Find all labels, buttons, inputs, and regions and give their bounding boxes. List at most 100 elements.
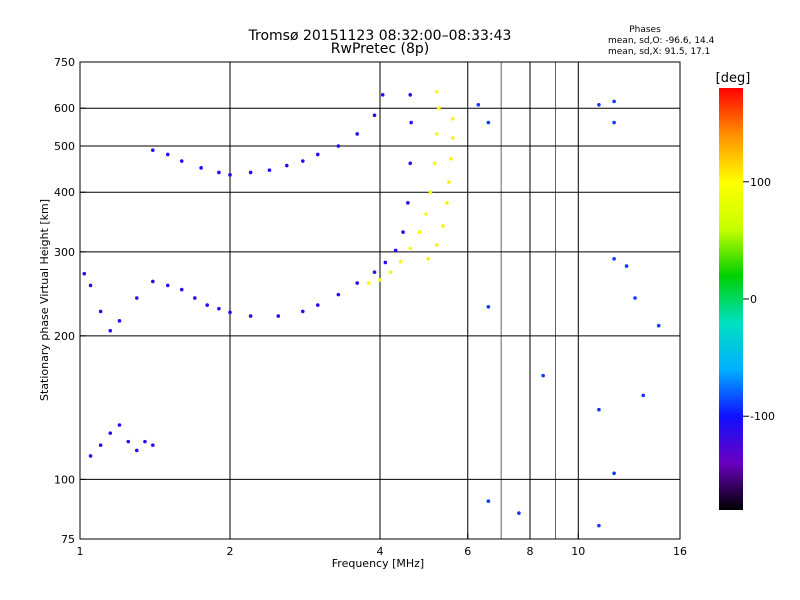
data-point: [336, 144, 341, 148]
data-point: [143, 439, 147, 444]
y-tick-label: 400: [54, 186, 75, 199]
data-point: [447, 180, 451, 184]
data-point: [126, 439, 131, 444]
data-point: [82, 271, 87, 276]
data-point: [165, 152, 170, 157]
data-point: [517, 511, 521, 515]
data-point: [284, 163, 289, 168]
data-point: [612, 471, 616, 476]
data-point: [98, 309, 103, 314]
data-point: [406, 201, 410, 205]
data-point: [597, 103, 601, 107]
y-tick-label: 300: [54, 246, 75, 259]
data-point: [151, 148, 155, 152]
data-point: [151, 279, 155, 284]
y-tick-label: 200: [54, 330, 75, 343]
data-point: [449, 157, 453, 161]
axis-ticks: 1 2 4 6 8 10 16 75 100 200 300 400 500 600 750: [54, 56, 687, 558]
data-point: [301, 309, 305, 314]
data-point: [656, 323, 661, 328]
data-point: [88, 454, 93, 458]
data-point: [117, 423, 122, 427]
data-point: [408, 161, 413, 166]
data-point: [336, 292, 341, 297]
x-axis-label: Frequency [MHz]: [332, 557, 424, 570]
x-tick-label: 8: [527, 545, 534, 558]
data-point: [437, 106, 441, 111]
data-point: [372, 270, 377, 274]
data-points: [82, 89, 661, 528]
data-point: [398, 259, 403, 264]
chart-title: Tromsø 20151123 08:32:00–08:33:43: [248, 28, 512, 44]
data-point: [383, 260, 388, 265]
colorbar-label: [deg]: [716, 71, 751, 86]
data-point: [134, 448, 139, 453]
data-point: [315, 303, 320, 307]
colorbar: [719, 88, 743, 510]
stats-heading: Phases: [629, 25, 661, 35]
data-point: [276, 314, 281, 318]
stats-line-o: mean, sd,O: -96.6, 14.4: [608, 36, 715, 46]
data-point: [372, 113, 377, 118]
data-point: [434, 132, 439, 136]
data-point: [248, 170, 253, 175]
data-point: [612, 120, 616, 125]
data-point: [408, 246, 413, 251]
data-point: [612, 99, 616, 104]
colorbar-tick-label: -100: [750, 410, 775, 423]
data-point: [434, 89, 439, 94]
y-tick-label: 75: [61, 533, 75, 546]
y-tick-label: 500: [54, 140, 75, 153]
data-point: [315, 152, 320, 157]
data-point: [486, 499, 491, 504]
data-point: [165, 283, 170, 288]
x-tick-label: 1: [77, 545, 84, 558]
data-point: [355, 281, 359, 285]
data-point: [408, 93, 413, 97]
data-point: [193, 296, 197, 300]
data-point: [217, 306, 221, 311]
y-tick-label: 600: [54, 102, 75, 115]
data-point: [486, 120, 491, 125]
data-point: [217, 170, 221, 175]
y-tick-label: 100: [54, 473, 75, 486]
data-point: [88, 283, 93, 288]
data-point: [641, 393, 646, 398]
data-point: [248, 314, 253, 318]
colorbar-tick-label: 100: [750, 176, 771, 189]
data-point: [612, 257, 616, 261]
data-point: [426, 257, 431, 261]
grid-lines: [79, 62, 681, 539]
data-point: [624, 264, 629, 268]
x-tick-label: 2: [227, 545, 234, 558]
data-point: [428, 190, 433, 195]
y-axis-label: Stationary phase Virtual Height [km]: [38, 199, 51, 401]
colorbar-tick-label: 0: [750, 293, 757, 306]
data-point: [267, 168, 272, 172]
data-point: [597, 523, 601, 528]
data-point: [378, 278, 382, 282]
data-point: [409, 120, 413, 125]
data-point: [151, 443, 155, 447]
data-point: [98, 443, 103, 447]
y-tick-label: 750: [54, 56, 75, 69]
colorbar-ticks: 100 0 -100: [743, 176, 775, 423]
data-point: [179, 287, 184, 292]
data-point: [476, 103, 481, 107]
data-point: [228, 173, 232, 177]
data-point: [388, 270, 393, 274]
chart-subtitle: RwPretec (8p): [331, 41, 429, 57]
data-point: [134, 296, 139, 300]
data-point: [424, 212, 428, 216]
data-point: [434, 243, 439, 247]
x-tick-label: 10: [571, 545, 585, 558]
data-point: [117, 319, 122, 323]
data-point: [597, 407, 601, 412]
data-point: [199, 166, 203, 170]
data-point: [441, 224, 445, 228]
data-point: [205, 303, 209, 307]
data-point: [108, 431, 113, 435]
data-point: [451, 117, 455, 121]
data-point: [541, 373, 545, 378]
